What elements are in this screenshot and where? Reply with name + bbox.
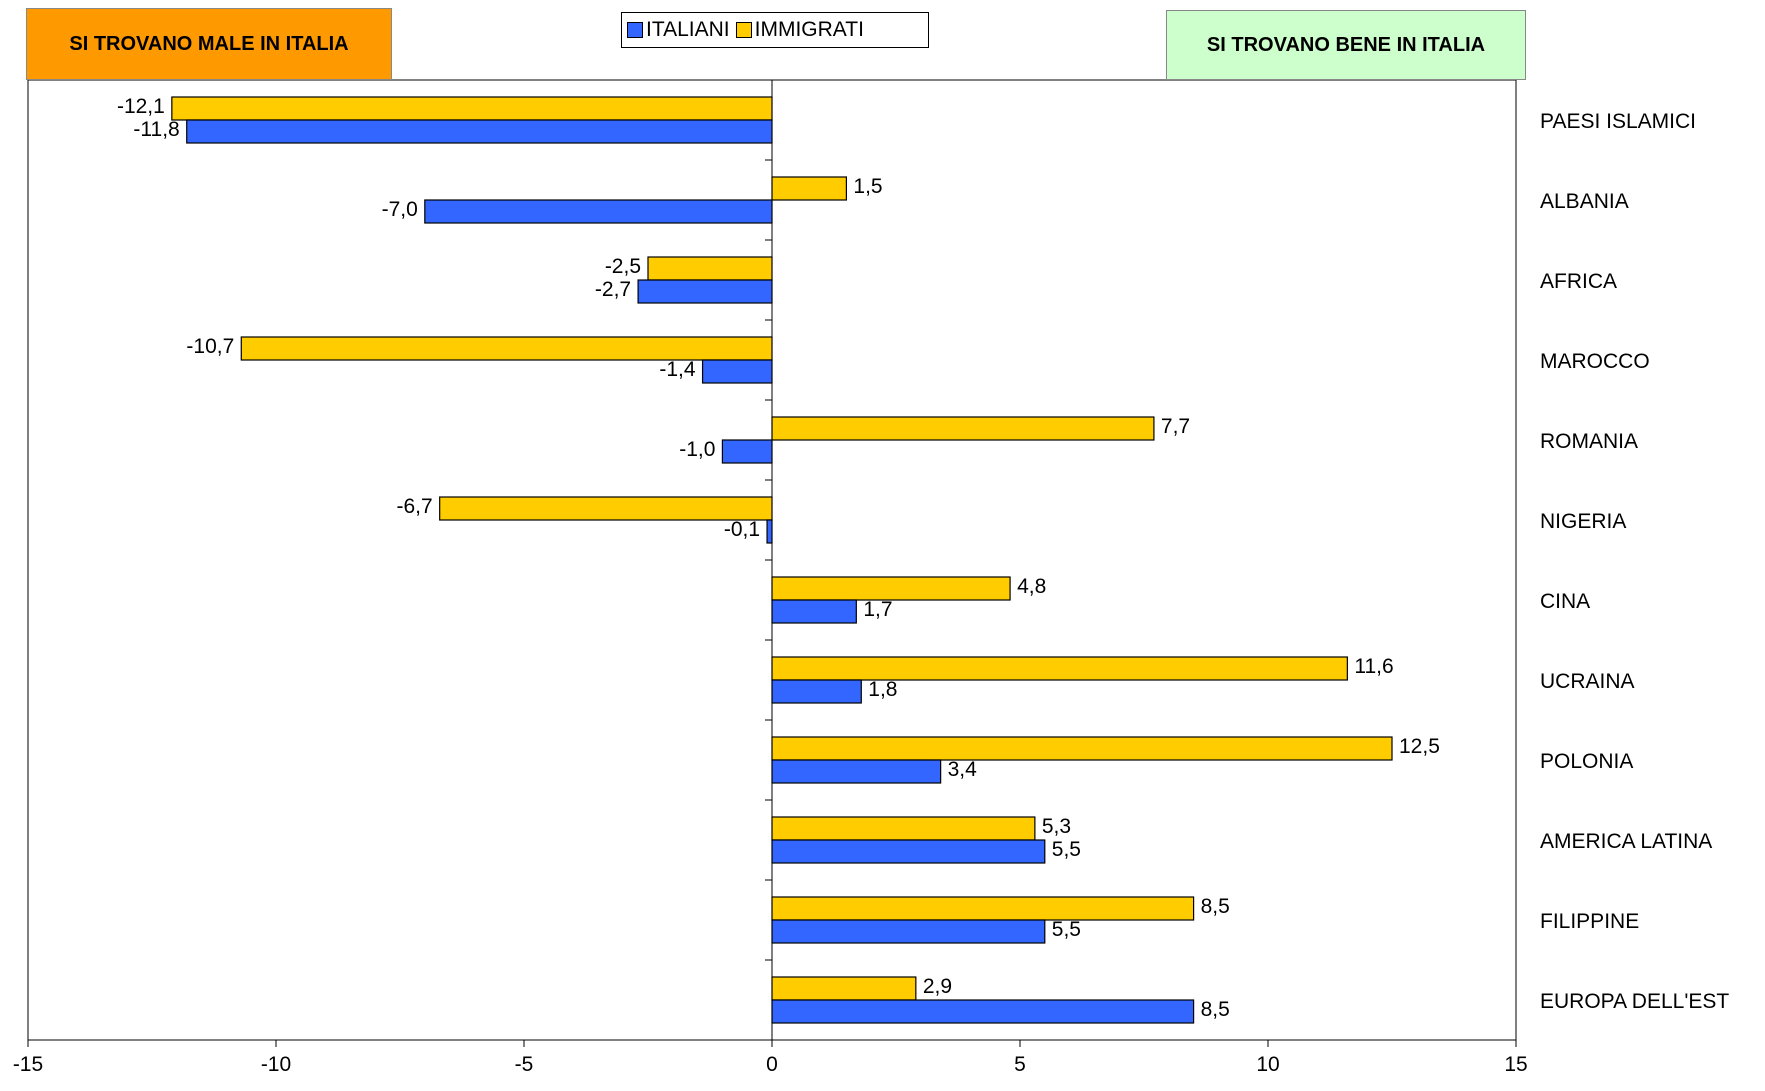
data-label: -10,7 <box>186 335 234 358</box>
data-label: 5,5 <box>1052 918 1081 941</box>
bar-immigrati <box>771 976 917 1001</box>
bar-italiani <box>771 919 1046 944</box>
category-label: AMERICA LATINA <box>1540 830 1712 853</box>
bar-italiani <box>186 119 773 144</box>
bar-italiani <box>766 519 773 544</box>
data-label: 1,8 <box>868 678 897 701</box>
annotation-right: SI TROVANO BENE IN ITALIA <box>1166 10 1526 80</box>
category-label: POLONIA <box>1540 750 1633 773</box>
x-tick-label: 15 <box>1504 1053 1527 1076</box>
data-label: -2,7 <box>595 278 631 301</box>
category-label: CINA <box>1540 590 1590 613</box>
data-label: 5,5 <box>1052 838 1081 861</box>
data-label: 4,8 <box>1017 575 1046 598</box>
legend-swatch-immigrati <box>735 22 752 38</box>
category-label: ALBANIA <box>1540 190 1629 213</box>
legend-label-italiani: ITALIANI <box>646 18 730 41</box>
bar-italiani <box>721 439 773 464</box>
bar-italiani <box>701 359 773 384</box>
bar-immigrati <box>771 576 1011 601</box>
category-label: EUROPA DELL'EST <box>1540 990 1729 1013</box>
bar-immigrati <box>771 896 1195 921</box>
bar-immigrati <box>771 816 1036 841</box>
legend-swatch-italiani <box>627 22 643 38</box>
data-label: 12,5 <box>1399 735 1440 758</box>
data-label: 8,5 <box>1201 895 1230 918</box>
data-label: 1,7 <box>863 598 892 621</box>
data-label: -1,4 <box>659 358 696 381</box>
category-label: NIGERIA <box>1540 510 1626 533</box>
x-tick-label: -10 <box>261 1053 291 1076</box>
x-tick-label: -5 <box>515 1053 534 1076</box>
data-label: -2,5 <box>605 255 641 278</box>
data-label: 2,9 <box>923 975 952 998</box>
data-label: -12,1 <box>117 95 165 118</box>
legend-item-immigrati: IMMIGRATI <box>735 18 864 42</box>
category-label: MAROCCO <box>1540 350 1650 373</box>
bar-italiani <box>637 279 773 304</box>
data-label: 7,7 <box>1161 415 1190 438</box>
data-label: -7,0 <box>382 198 418 221</box>
x-tick-label: 10 <box>1256 1053 1279 1076</box>
data-label: -11,8 <box>133 118 179 141</box>
legend: ITALIANI IMMIGRATI <box>621 12 929 48</box>
bar-italiani <box>771 999 1195 1024</box>
annotation-left-text: SI TROVANO MALE IN ITALIA <box>69 32 349 55</box>
bar-immigrati <box>771 176 848 201</box>
x-tick-label: 0 <box>766 1053 778 1076</box>
bar-immigrati <box>647 256 773 281</box>
category-label: AFRICA <box>1540 270 1617 293</box>
bar-immigrati <box>439 496 773 521</box>
data-label: -0,1 <box>724 518 760 541</box>
bar-immigrati <box>771 656 1348 681</box>
category-label: UCRAINA <box>1540 670 1635 693</box>
data-label: 8,5 <box>1201 998 1230 1021</box>
bar-italiani <box>771 759 942 784</box>
bar-italiani <box>771 839 1046 864</box>
bar-italiani <box>771 679 862 704</box>
x-tick-label: 5 <box>1014 1053 1026 1076</box>
bar-immigrati <box>240 336 773 361</box>
bar-immigrati <box>171 96 773 121</box>
data-label: -6,7 <box>396 495 432 518</box>
category-label: ROMANIA <box>1540 430 1638 453</box>
bar-immigrati <box>771 736 1393 761</box>
data-label: 5,3 <box>1042 815 1071 838</box>
legend-label-immigrati: IMMIGRATI <box>754 18 864 41</box>
data-label: 11,6 <box>1354 655 1393 678</box>
bar-italiani <box>424 199 773 224</box>
bar-immigrati <box>771 416 1155 441</box>
category-label: FILIPPINE <box>1540 910 1639 933</box>
category-label: PAESI ISLAMICI <box>1540 110 1696 133</box>
x-tick-label: -15 <box>13 1053 43 1076</box>
bar-italiani <box>771 599 857 624</box>
legend-item-italiani: ITALIANI <box>627 18 730 42</box>
data-label: 1,5 <box>853 175 882 198</box>
annotation-left: SI TROVANO MALE IN ITALIA <box>26 8 392 80</box>
data-label: 3,4 <box>948 758 978 781</box>
data-label: -1,0 <box>679 438 715 461</box>
annotation-right-text: SI TROVANO BENE IN ITALIA <box>1206 33 1486 56</box>
